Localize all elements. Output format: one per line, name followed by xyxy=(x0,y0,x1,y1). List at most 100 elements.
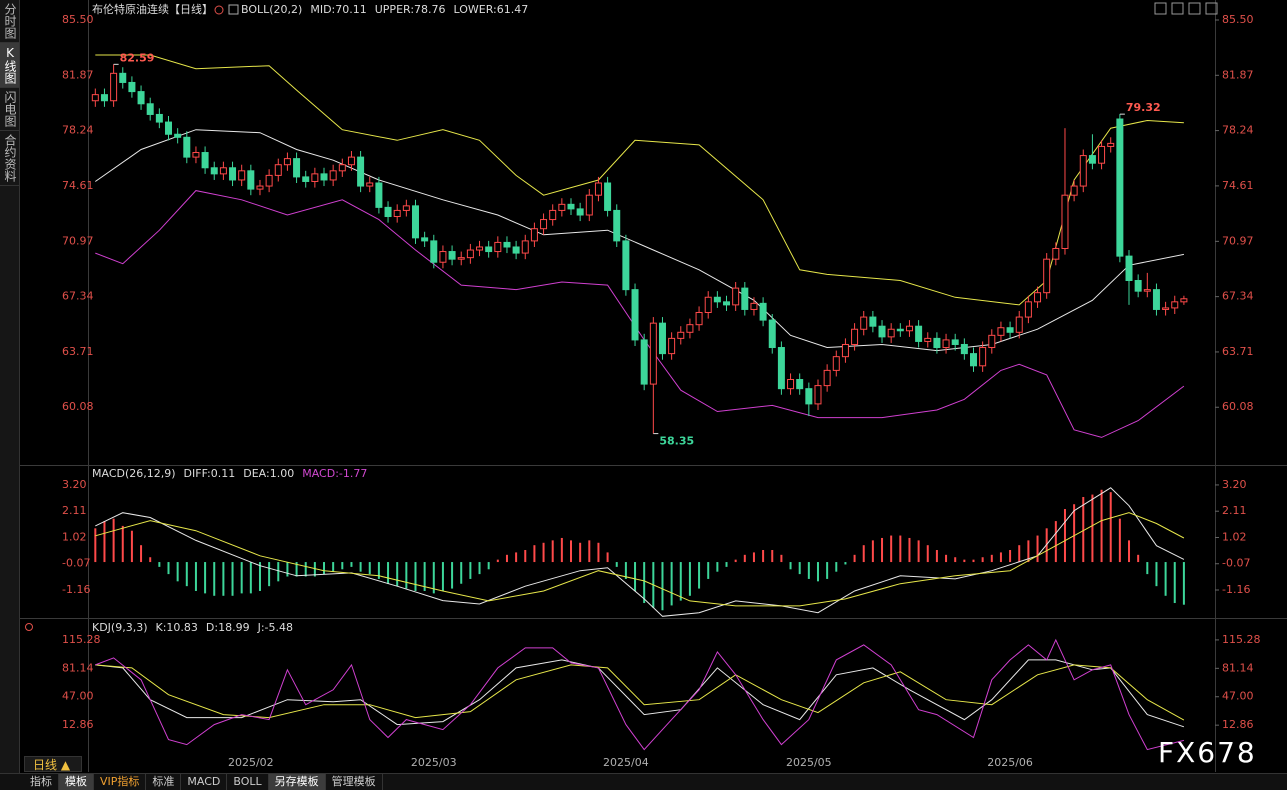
side-tab[interactable]: 闪电图 xyxy=(0,88,19,131)
candle-body xyxy=(668,337,676,355)
macd-bar xyxy=(643,562,646,604)
macd-bar xyxy=(890,535,893,563)
macd-bar xyxy=(698,562,701,589)
macd-bar xyxy=(1128,540,1131,563)
macd-bar xyxy=(707,562,710,579)
legend-label: MACD:-1.77 xyxy=(302,467,367,480)
macd-bar xyxy=(396,562,399,587)
macd-bar xyxy=(94,528,97,563)
candle-body xyxy=(174,133,182,138)
icon[interactable] xyxy=(1205,2,1218,15)
bottom-tab[interactable]: 标准 xyxy=(146,774,182,790)
side-tabs: 分时图 K线图 闪电图 合约资料 xyxy=(0,0,20,790)
macd-bar xyxy=(1137,554,1140,563)
macd-bar xyxy=(185,562,188,587)
bottom-tab[interactable]: 模板 xyxy=(59,774,94,790)
legend-label: K:10.83 xyxy=(156,621,198,634)
macd-bar xyxy=(103,521,106,563)
y-tick-label: 85.50 xyxy=(62,13,94,26)
macd-bar xyxy=(1082,496,1085,563)
x-tick-label: 2025/02 xyxy=(228,756,274,769)
y-tick-label: 12.86 xyxy=(62,718,94,731)
side-tab[interactable]: K线图 xyxy=(0,43,19,88)
candle-body xyxy=(411,205,419,239)
candle-body xyxy=(576,208,584,216)
candle-body xyxy=(567,203,575,210)
candle-body xyxy=(1180,298,1188,303)
candle-body xyxy=(512,246,520,254)
settings-icon[interactable] xyxy=(25,623,33,631)
macd-bar xyxy=(350,562,353,567)
y-tick-label: 70.97 xyxy=(1222,234,1254,247)
macd-bar xyxy=(661,562,664,611)
candle-body xyxy=(311,173,319,182)
side-tab[interactable]: 合约资料 xyxy=(0,131,19,186)
candle-body xyxy=(1043,258,1051,294)
candle-body xyxy=(155,113,163,123)
candle-body xyxy=(466,249,474,259)
macd-bar xyxy=(917,540,920,563)
x-tick-label: 2025/06 xyxy=(987,756,1033,769)
bottom-tab[interactable]: MACD xyxy=(181,774,228,790)
bottom-tab[interactable]: 指标 xyxy=(24,774,59,790)
macd-bar xyxy=(853,554,856,563)
bottom-tab[interactable]: VIP指标 xyxy=(94,774,147,790)
y-tick-label: 78.24 xyxy=(1222,124,1254,137)
bottom-tab[interactable]: 管理模板 xyxy=(326,774,383,790)
y-tick-label: -0.07 xyxy=(1222,557,1250,570)
macd-bar xyxy=(807,562,810,579)
candle-body xyxy=(338,164,346,172)
macd-bar xyxy=(524,550,527,563)
macd-bar xyxy=(176,562,179,582)
candle-body xyxy=(448,251,456,260)
legend-label: DIFF:0.11 xyxy=(184,467,236,480)
macd-bar xyxy=(1118,518,1121,563)
toolbar-icons[interactable] xyxy=(1154,2,1218,15)
bottom-tab[interactable]: 另存模板 xyxy=(268,774,326,790)
indicator-line xyxy=(95,659,1185,728)
macd-bar xyxy=(570,540,572,563)
y-tick-label: 47.00 xyxy=(1222,690,1254,703)
macd-bar xyxy=(1054,521,1057,563)
macd-bar xyxy=(762,550,765,563)
macd-bar xyxy=(789,562,792,570)
candle-body xyxy=(777,347,785,390)
legend-label: J:-5.48 xyxy=(257,621,293,634)
macd-bar xyxy=(634,562,637,591)
candle-body xyxy=(933,337,941,349)
macd-bar xyxy=(990,554,993,563)
side-tab[interactable]: 分时图 xyxy=(0,0,19,43)
candle-body xyxy=(119,72,127,83)
bottom-tab[interactable]: BOLL xyxy=(227,774,269,790)
legend-label: BOLL(20,2) xyxy=(241,3,302,16)
candle-body xyxy=(594,182,602,196)
indicator-line xyxy=(95,129,1184,352)
y-tick-label: -0.07 xyxy=(62,557,90,570)
candle-body xyxy=(658,322,666,355)
icon[interactable] xyxy=(1188,2,1201,15)
macd-bar xyxy=(231,562,234,596)
period-button[interactable]: 日线 ▲ xyxy=(24,756,82,772)
macd-bar xyxy=(679,562,682,601)
icon[interactable] xyxy=(1154,2,1167,15)
legend-label: KDJ(9,3,3) xyxy=(92,621,148,634)
candle-body xyxy=(1034,292,1042,303)
candle-body xyxy=(924,337,932,342)
candle-body xyxy=(1125,255,1133,281)
macd-bar xyxy=(313,562,316,577)
candle-body xyxy=(476,246,484,251)
candle-body xyxy=(1006,327,1014,333)
candle-body xyxy=(302,176,310,182)
macd-bar xyxy=(963,559,966,563)
icon[interactable] xyxy=(1171,2,1184,15)
candle-body xyxy=(613,209,621,242)
macd-bar xyxy=(926,545,929,563)
macd-bar xyxy=(487,562,490,570)
candle-body xyxy=(274,164,282,176)
macd-bar xyxy=(716,562,719,572)
candle-body xyxy=(100,94,108,102)
y-tick-label: 1.02 xyxy=(1222,530,1247,543)
candle-body xyxy=(110,72,118,102)
